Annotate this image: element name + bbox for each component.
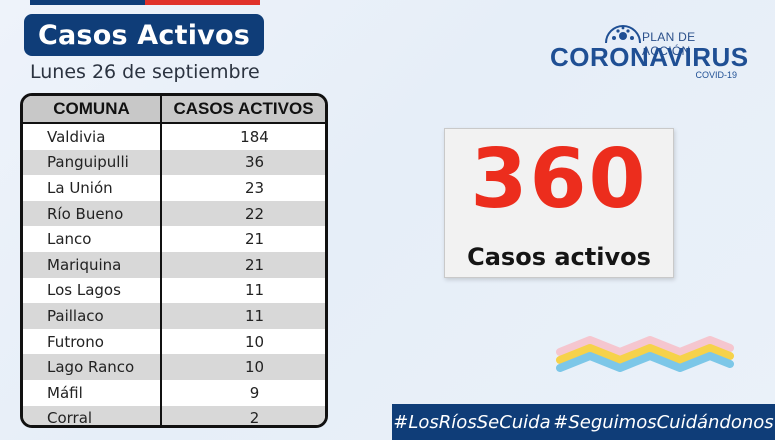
cell-comuna: Paillaco [23,303,162,329]
cell-casos: 11 [162,303,325,329]
cell-casos: 21 [162,252,325,278]
table-row: Río Bueno 22 [23,201,325,227]
table-row: Paillaco 11 [23,303,325,329]
cell-casos: 23 [162,175,325,201]
table-row: Panguipulli 36 [23,150,325,176]
cell-casos: 9 [162,380,325,406]
hashtag-los-rios: #LosRíosSeCuida [393,412,550,433]
cell-casos: 10 [162,354,325,380]
page-title: Casos Activos [24,14,264,56]
top-accent-bar [30,0,260,5]
table-row: Valdivia 184 [23,124,325,150]
cell-comuna: Mariquina [23,252,162,278]
table-row: Los Lagos 11 [23,278,325,304]
hashtag-seguimos: #SeguimosCuidándonos [553,412,773,433]
table-header: COMUNA CASOS ACTIVOS [23,96,325,124]
table-row: Lago Ranco 10 [23,354,325,380]
cell-comuna: Máfil [23,380,162,406]
cell-casos: 184 [162,124,325,150]
column-header-comuna: COMUNA [23,96,162,122]
table-row: Futrono 10 [23,329,325,355]
table-row: Corral 2 [23,406,325,428]
cell-comuna: Lago Ranco [23,354,162,380]
cell-casos: 22 [162,201,325,227]
cell-comuna: Corral [23,406,162,428]
logo-covid-label: COVID-19 [695,70,737,80]
cell-comuna: Los Lagos [23,278,162,304]
logo-title: CORONAVIRUS [550,42,749,73]
cell-casos: 36 [162,150,325,176]
cell-comuna: Río Bueno [23,201,162,227]
cases-table: COMUNA CASOS ACTIVOS Valdivia 184 Panguip… [20,93,328,428]
cell-comuna: Futrono [23,329,162,355]
date-label: Lunes 26 de septiembre [30,61,260,83]
top-accent-blue [30,0,145,5]
cell-comuna: Valdivia [23,124,162,150]
table-row: Máfil 9 [23,380,325,406]
table-body: Valdivia 184 Panguipulli 36 La Unión 23 Río… [23,124,325,428]
cell-casos: 2 [162,406,325,428]
zigzag-decoration-icon [556,336,734,386]
cell-comuna: Lanco [23,226,162,252]
table-row: Mariquina 21 [23,252,325,278]
coronavirus-logo: PLAN DE ACCIÓN CORONAVIRUS COVID-19 [548,24,743,84]
cell-comuna: La Unión [23,175,162,201]
virus-dome-icon [604,24,642,44]
cell-comuna: Panguipulli [23,150,162,176]
hashtag-footer: #LosRíosSeCuida #SeguimosCuidándonos [392,404,775,440]
top-accent-red [145,0,260,5]
cell-casos: 10 [162,329,325,355]
total-cases-card: 360 Casos activos [444,128,674,278]
table-row: Lanco 21 [23,226,325,252]
table-row: La Unión 23 [23,175,325,201]
cell-casos: 21 [162,226,325,252]
column-header-casos: CASOS ACTIVOS [162,96,325,122]
total-cases-label: Casos activos [445,243,673,271]
total-cases-number: 360 [445,139,673,221]
cell-casos: 11 [162,278,325,304]
